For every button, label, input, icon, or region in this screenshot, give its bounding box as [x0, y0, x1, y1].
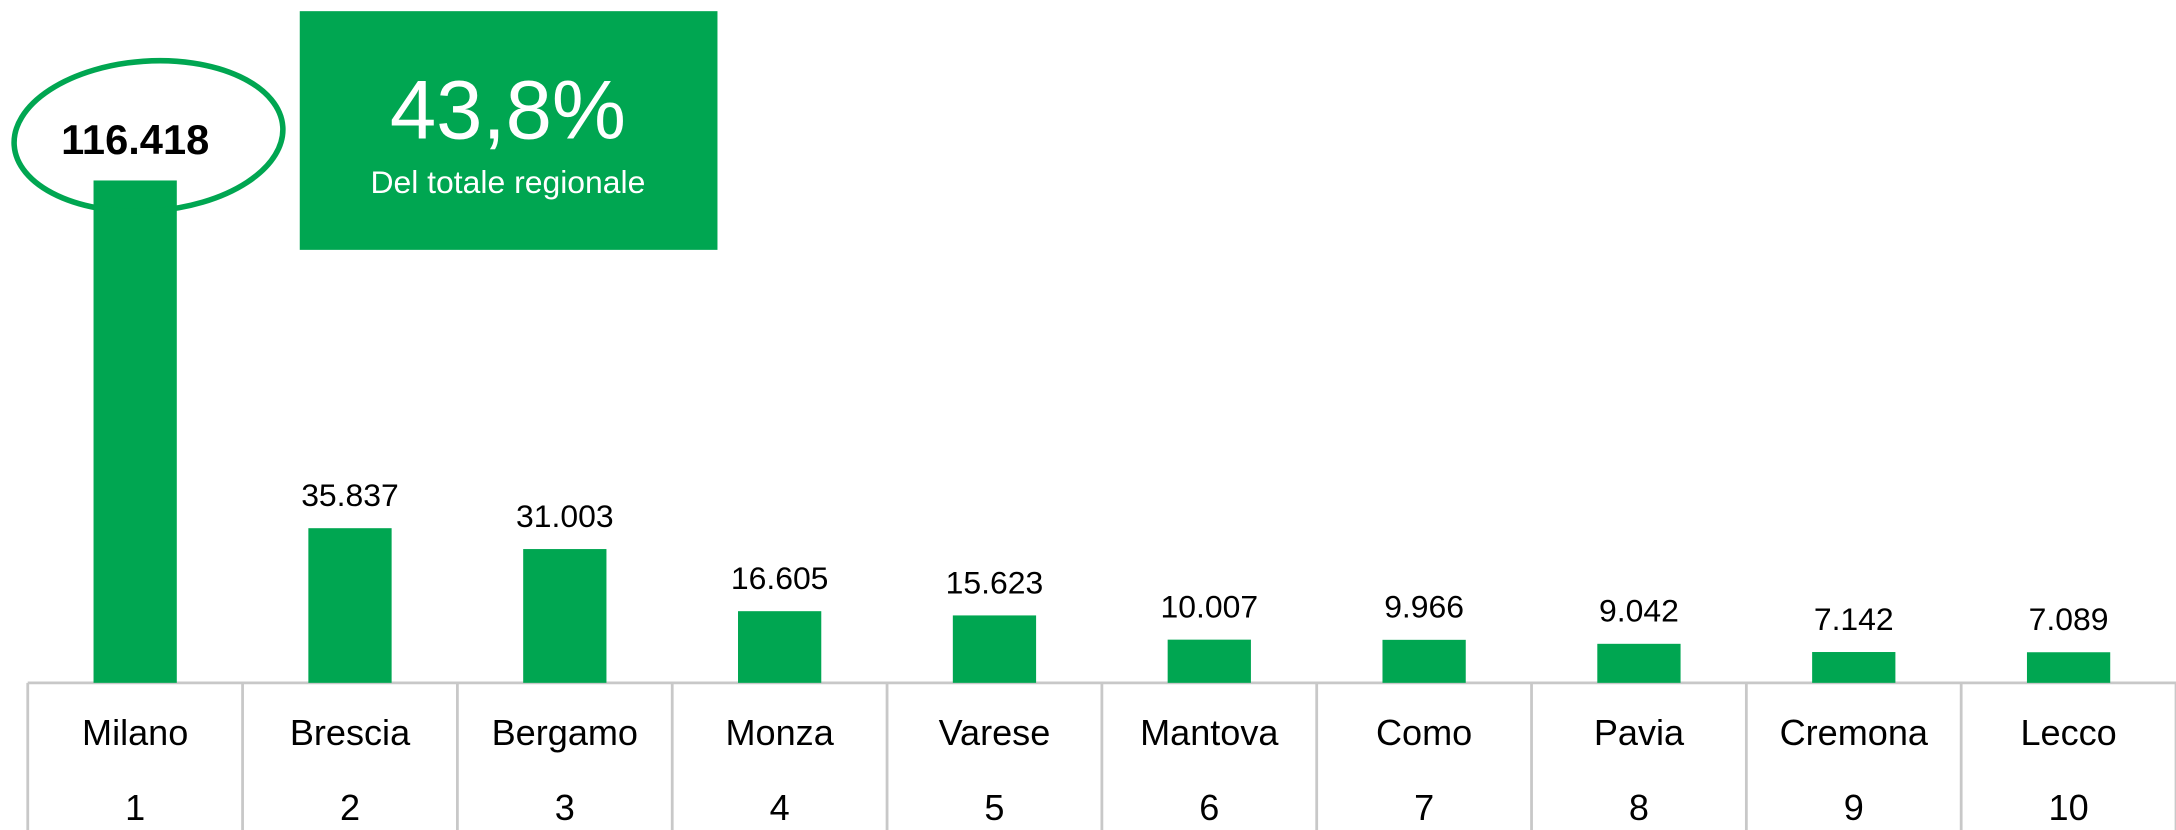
category-label: Bergamo — [492, 712, 638, 753]
rank-label: 2 — [340, 787, 360, 828]
rank-label: 3 — [555, 787, 575, 828]
bar — [2026, 652, 2111, 683]
category-label: Brescia — [290, 712, 411, 753]
bar — [523, 549, 607, 683]
rank-label: 8 — [1629, 787, 1649, 828]
value-label: 9.966 — [1384, 589, 1464, 625]
category-label: Cremona — [1780, 712, 1929, 753]
annotation-value: 43,8% — [390, 64, 626, 157]
value-label: 7.142 — [1814, 601, 1894, 637]
rank-label: 9 — [1844, 787, 1864, 828]
value-label: 9.042 — [1599, 593, 1679, 629]
category-label: Pavia — [1594, 712, 1685, 753]
value-label: 16.605 — [731, 560, 829, 596]
bar — [93, 180, 177, 683]
highlight-ellipse — [11, 57, 286, 215]
bar — [952, 615, 1037, 683]
category-label: Varese — [939, 712, 1051, 753]
rank-label: 7 — [1414, 787, 1434, 828]
value-label: 116.418 — [61, 116, 209, 163]
rank-label: 5 — [984, 787, 1004, 828]
rank-label: 6 — [1199, 787, 1219, 828]
category-label: Milano — [82, 712, 188, 753]
value-label: 15.623 — [946, 564, 1044, 600]
value-label: 35.837 — [301, 477, 399, 513]
annotation-box — [299, 11, 718, 250]
bar — [1167, 639, 1251, 683]
rank-label: 1 — [125, 787, 145, 828]
annotation-text: Del totale regionale — [370, 164, 645, 200]
category-label: Monza — [725, 712, 834, 753]
value-label: 10.007 — [1160, 589, 1258, 625]
bar — [1812, 652, 1896, 683]
value-label: 31.003 — [516, 498, 614, 534]
value-label: 7.089 — [2029, 601, 2109, 637]
bar — [1597, 643, 1681, 683]
rank-label: 4 — [770, 787, 790, 828]
category-label: Mantova — [1140, 712, 1279, 753]
bar — [1382, 639, 1466, 683]
category-label: Como — [1376, 712, 1472, 753]
bar — [738, 611, 822, 683]
category-label: Lecco — [2020, 712, 2116, 753]
rank-label: 10 — [2049, 787, 2089, 828]
bar — [308, 528, 392, 683]
